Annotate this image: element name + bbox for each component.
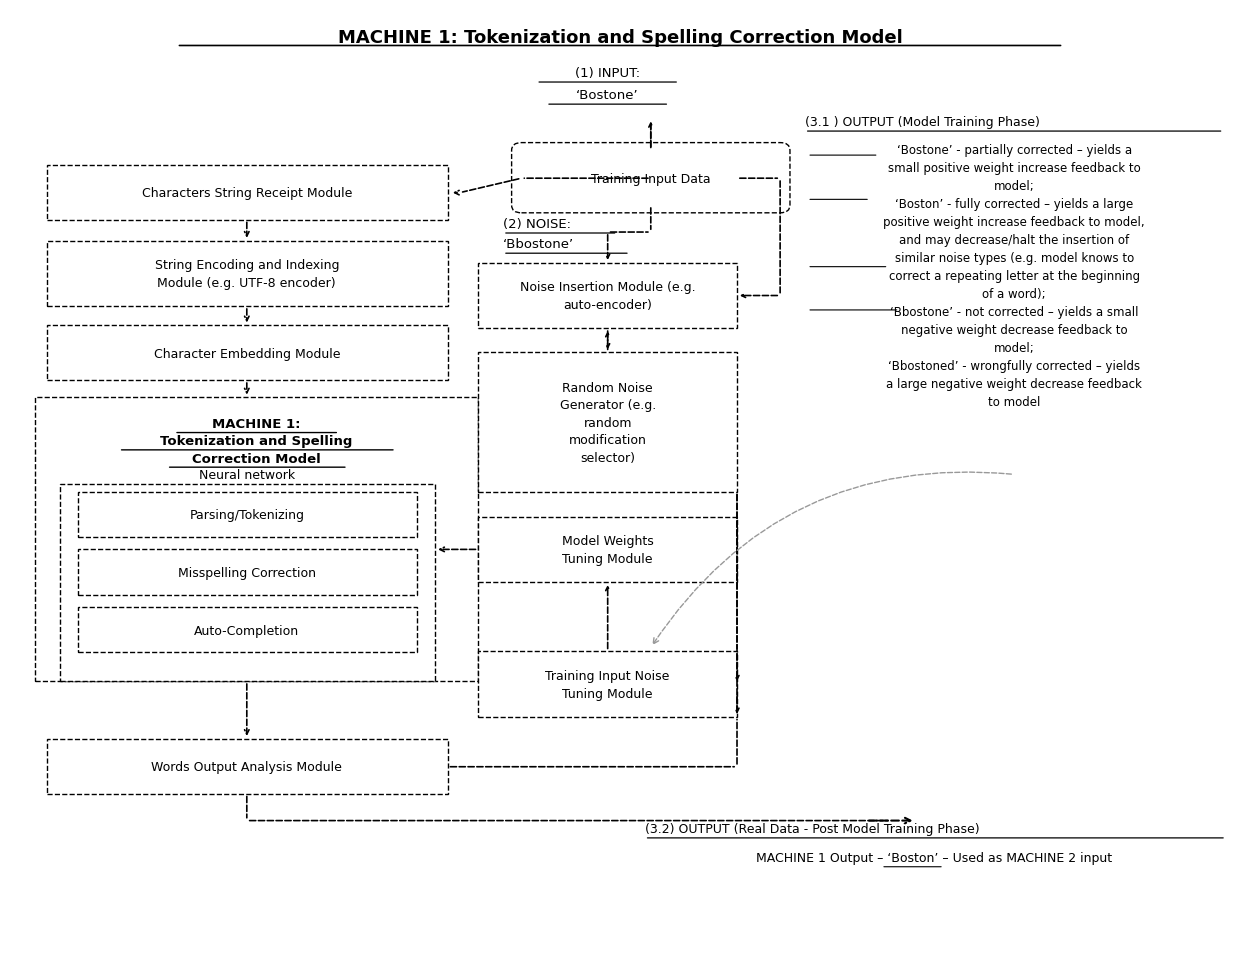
Text: Neural network: Neural network [198,468,295,482]
Bar [47,739,448,794]
Bar [479,517,737,582]
Bar [35,398,479,681]
Text: (2) NOISE:: (2) NOISE: [503,218,570,231]
Bar [479,264,737,328]
Text: Training Input Data: Training Input Data [591,172,711,185]
FancyBboxPatch shape [512,143,790,213]
Text: String Encoding and Indexing
Module (e.g. UTF-8 encoder): String Encoding and Indexing Module (e.g… [155,259,339,290]
Text: MACHINE 1 Output – ‘Boston’ – Used as MACHINE 2 input: MACHINE 1 Output – ‘Boston’ – Used as MA… [756,851,1112,863]
Text: Characters String Receipt Module: Characters String Receipt Module [141,187,352,200]
Bar [479,353,737,492]
Text: Tokenization and Spelling: Tokenization and Spelling [160,435,353,448]
Text: Training Input Noise
Tuning Module: Training Input Noise Tuning Module [546,669,670,700]
Text: (3.1 ) OUTPUT (Model Training Phase): (3.1 ) OUTPUT (Model Training Phase) [805,116,1039,129]
Text: Auto-Completion: Auto-Completion [195,624,299,637]
Text: Correction Model: Correction Model [192,453,321,465]
Bar [60,484,435,681]
Bar [47,326,448,381]
Bar [479,652,737,717]
Bar [78,608,417,652]
Text: Words Output Analysis Module: Words Output Analysis Module [151,761,342,773]
Text: Model Weights
Tuning Module: Model Weights Tuning Module [562,534,653,565]
Text: ‘Bbostone’: ‘Bbostone’ [503,237,574,251]
Bar [78,549,417,595]
Bar [47,166,448,220]
Text: Character Embedding Module: Character Embedding Module [154,347,340,360]
Text: Parsing/Tokenizing: Parsing/Tokenizing [190,509,304,521]
Text: MACHINE 1:: MACHINE 1: [212,418,301,430]
Text: MACHINE 1: Tokenization and Spelling Correction Model: MACHINE 1: Tokenization and Spelling Cor… [337,29,903,47]
Text: ‘Bostone’ - partially corrected – yields a
small positive weight increase feedba: ‘Bostone’ - partially corrected – yields… [883,143,1145,408]
Text: (1) INPUT:: (1) INPUT: [575,67,640,79]
Text: Random Noise
Generator (e.g.
random
modification
selector): Random Noise Generator (e.g. random modi… [559,382,656,464]
Bar [47,241,448,307]
Text: ‘Bostone’: ‘Bostone’ [577,89,639,102]
Text: Noise Insertion Module (e.g.
auto-encoder): Noise Insertion Module (e.g. auto-encode… [520,281,696,312]
Text: Misspelling Correction: Misspelling Correction [177,567,316,579]
Bar [78,492,417,538]
Text: (3.2) OUTPUT (Real Data - Post Model Training Phase): (3.2) OUTPUT (Real Data - Post Model Tra… [645,822,980,835]
